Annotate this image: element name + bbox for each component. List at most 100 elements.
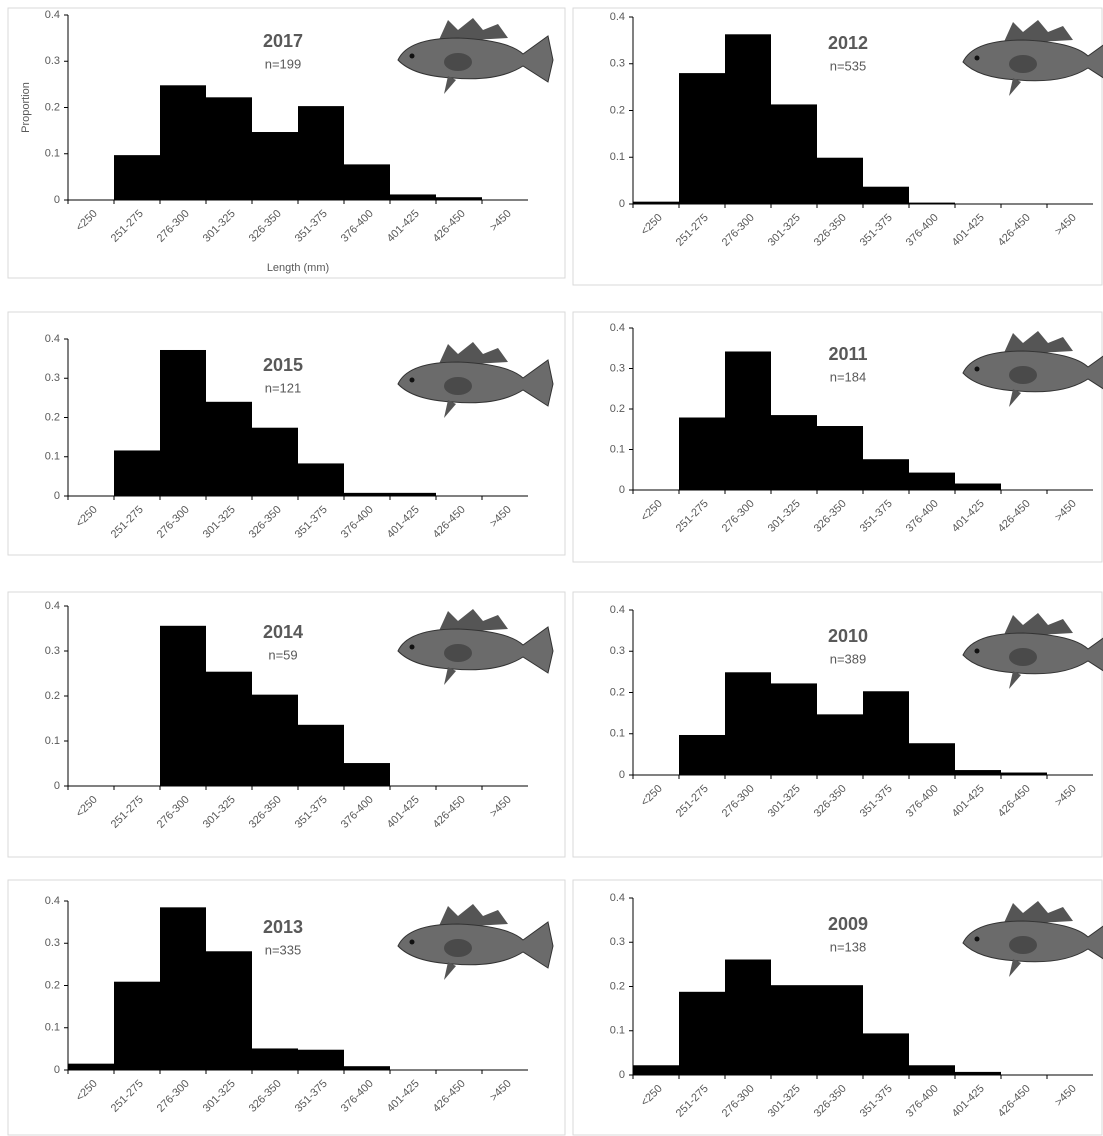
- y-tick-label: 0.3: [610, 645, 625, 657]
- bar: [160, 85, 206, 200]
- x-tick-label: <250: [639, 783, 665, 809]
- x-tick-label: >450: [488, 794, 514, 820]
- x-tick-label: 326-350: [812, 783, 849, 820]
- bar: [955, 484, 1001, 490]
- bar: [633, 202, 679, 204]
- bar: [725, 960, 771, 1075]
- y-tick-label: 0: [54, 1064, 60, 1076]
- y-tick-label: 0.3: [45, 937, 60, 949]
- fish-fin: [444, 962, 456, 980]
- y-tick-label: 0.4: [610, 892, 625, 904]
- x-tick-label: 251-275: [674, 1083, 711, 1120]
- y-tick-label: 0.1: [45, 451, 60, 463]
- x-tick-label: <250: [74, 504, 100, 530]
- fish-eye: [975, 937, 980, 942]
- bar: [771, 985, 817, 1075]
- y-tick-label: 0.3: [610, 362, 625, 374]
- chart-subtitle: n=535: [830, 58, 867, 73]
- fish-body: [398, 36, 553, 82]
- fish-gill: [1009, 648, 1037, 666]
- fish-gill: [1009, 55, 1037, 73]
- x-tick-label: <250: [639, 1083, 665, 1109]
- x-tick-label: 426-450: [996, 1083, 1033, 1120]
- chart-subtitle: n=335: [265, 942, 302, 957]
- bar: [679, 735, 725, 775]
- fish-eye: [975, 367, 980, 372]
- y-tick-label: 0.4: [45, 895, 60, 907]
- x-tick-label: 401-425: [950, 783, 987, 820]
- x-tick-label: >450: [1053, 783, 1079, 809]
- x-tick-label: 301-325: [201, 504, 238, 541]
- y-tick-label: 0.4: [45, 9, 60, 21]
- fish-gill: [444, 939, 472, 957]
- bar: [955, 770, 1001, 775]
- y-tick-label: 0.2: [45, 690, 60, 702]
- y-tick-label: 0: [54, 780, 60, 792]
- x-tick-label: 376-400: [339, 504, 376, 541]
- y-tick-label: 0: [619, 484, 625, 496]
- bar: [114, 155, 160, 200]
- chart-title: 2012: [828, 33, 868, 53]
- x-tick-label: 376-400: [904, 498, 941, 535]
- chart-subtitle: n=121: [265, 380, 302, 395]
- fish-body: [398, 360, 553, 406]
- bar: [344, 493, 390, 496]
- y-tick-label: 0.1: [610, 151, 625, 163]
- bar: [771, 683, 817, 775]
- x-tick-label: 351-375: [293, 504, 330, 541]
- y-tick-label: 0.2: [610, 104, 625, 116]
- chart-title: 2017: [263, 31, 303, 51]
- bar: [817, 426, 863, 490]
- chart-title: 2013: [263, 917, 303, 937]
- bar: [206, 672, 252, 786]
- x-tick-label: 351-375: [293, 794, 330, 831]
- x-tick-label: 426-450: [996, 783, 1033, 820]
- y-tick-label: 0.3: [45, 645, 60, 657]
- x-tick-label: >450: [1053, 1083, 1079, 1109]
- chart-subtitle: n=184: [830, 369, 867, 384]
- x-tick-label: 376-400: [904, 1083, 941, 1120]
- fish-eye: [410, 645, 415, 650]
- x-tick-label: >450: [488, 504, 514, 530]
- bar: [725, 351, 771, 490]
- y-tick-label: 0: [619, 198, 625, 210]
- x-tick-label: >450: [488, 1078, 514, 1104]
- chart-panel: <250251-275276-300301-325326-350351-3753…: [8, 880, 565, 1135]
- fish-fin: [1009, 78, 1021, 96]
- x-tick-label: 351-375: [293, 1078, 330, 1115]
- y-tick-label: 0.1: [610, 1025, 625, 1037]
- x-tick-label: 251-275: [674, 783, 711, 820]
- x-tick-label: <250: [639, 498, 665, 524]
- y-tick-label: 0.4: [610, 604, 625, 616]
- bar: [955, 1072, 1001, 1075]
- x-tick-label: 401-425: [385, 794, 422, 831]
- bar: [252, 695, 298, 786]
- x-tick-label: 276-300: [155, 794, 192, 831]
- x-tick-label: >450: [1053, 498, 1079, 524]
- x-tick-label: 251-275: [109, 794, 146, 831]
- x-tick-label: 301-325: [766, 1083, 803, 1120]
- y-tick-label: 0.1: [45, 148, 60, 160]
- bar: [863, 1033, 909, 1075]
- chart-subtitle: n=389: [830, 651, 867, 666]
- x-tick-label: 276-300: [155, 504, 192, 541]
- fish-eye: [975, 56, 980, 61]
- fish-eye: [410, 378, 415, 383]
- x-tick-label: 326-350: [247, 794, 284, 831]
- x-tick-label: 276-300: [155, 1078, 192, 1115]
- x-tick-label: 426-450: [431, 794, 468, 831]
- bar: [909, 743, 955, 775]
- x-axis-label: Length (mm): [267, 262, 329, 274]
- x-tick-label: 376-400: [904, 783, 941, 820]
- fish-illustration: [963, 20, 1103, 96]
- bar: [679, 992, 725, 1075]
- bar: [344, 164, 390, 200]
- x-tick-label: 426-450: [431, 504, 468, 541]
- bar: [298, 725, 344, 786]
- x-tick-label: 376-400: [904, 212, 941, 249]
- fish-gill: [1009, 366, 1037, 384]
- fish-illustration: [963, 901, 1103, 977]
- fish-illustration: [398, 18, 553, 94]
- x-tick-label: 251-275: [109, 208, 146, 245]
- x-tick-label: 251-275: [109, 1078, 146, 1115]
